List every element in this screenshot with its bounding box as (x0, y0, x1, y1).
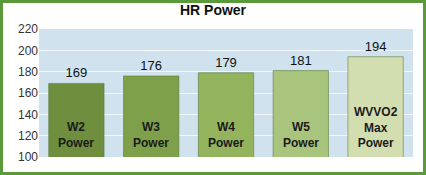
svg-text:160: 160 (18, 86, 38, 100)
svg-text:181: 181 (290, 53, 312, 68)
svg-text:220: 220 (18, 22, 38, 36)
svg-text:179: 179 (215, 55, 237, 70)
svg-text:HR Power: HR Power (180, 3, 247, 18)
svg-text:W3Power: W3Power (133, 120, 169, 150)
svg-text:WVVO2MaxPower: WVVO2MaxPower (354, 105, 398, 150)
svg-text:W4Power: W4Power (208, 120, 244, 150)
svg-text:180: 180 (18, 65, 38, 79)
svg-text:120: 120 (18, 129, 38, 143)
svg-text:W2Power: W2Power (58, 120, 94, 150)
svg-text:176: 176 (140, 58, 162, 73)
svg-text:194: 194 (365, 39, 387, 54)
svg-text:100: 100 (18, 150, 38, 164)
svg-text:169: 169 (66, 65, 88, 80)
svg-text:200: 200 (18, 44, 38, 58)
svg-text:W5Power: W5Power (283, 120, 319, 150)
svg-text:140: 140 (18, 108, 38, 122)
